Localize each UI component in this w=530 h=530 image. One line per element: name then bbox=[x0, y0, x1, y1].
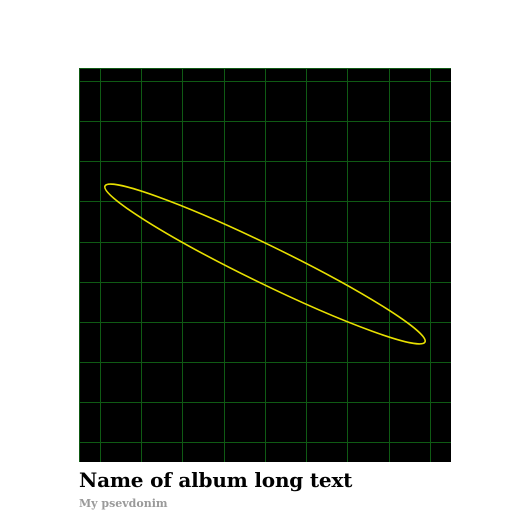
oscilloscope-art-icon bbox=[79, 68, 451, 462]
lissajous-trace bbox=[103, 183, 427, 345]
album-cover-art[interactable] bbox=[79, 68, 451, 462]
artist-name[interactable]: My psevdonim bbox=[79, 497, 168, 510]
cover-grid bbox=[79, 68, 451, 462]
album-title[interactable]: Name of album long text bbox=[79, 468, 353, 492]
